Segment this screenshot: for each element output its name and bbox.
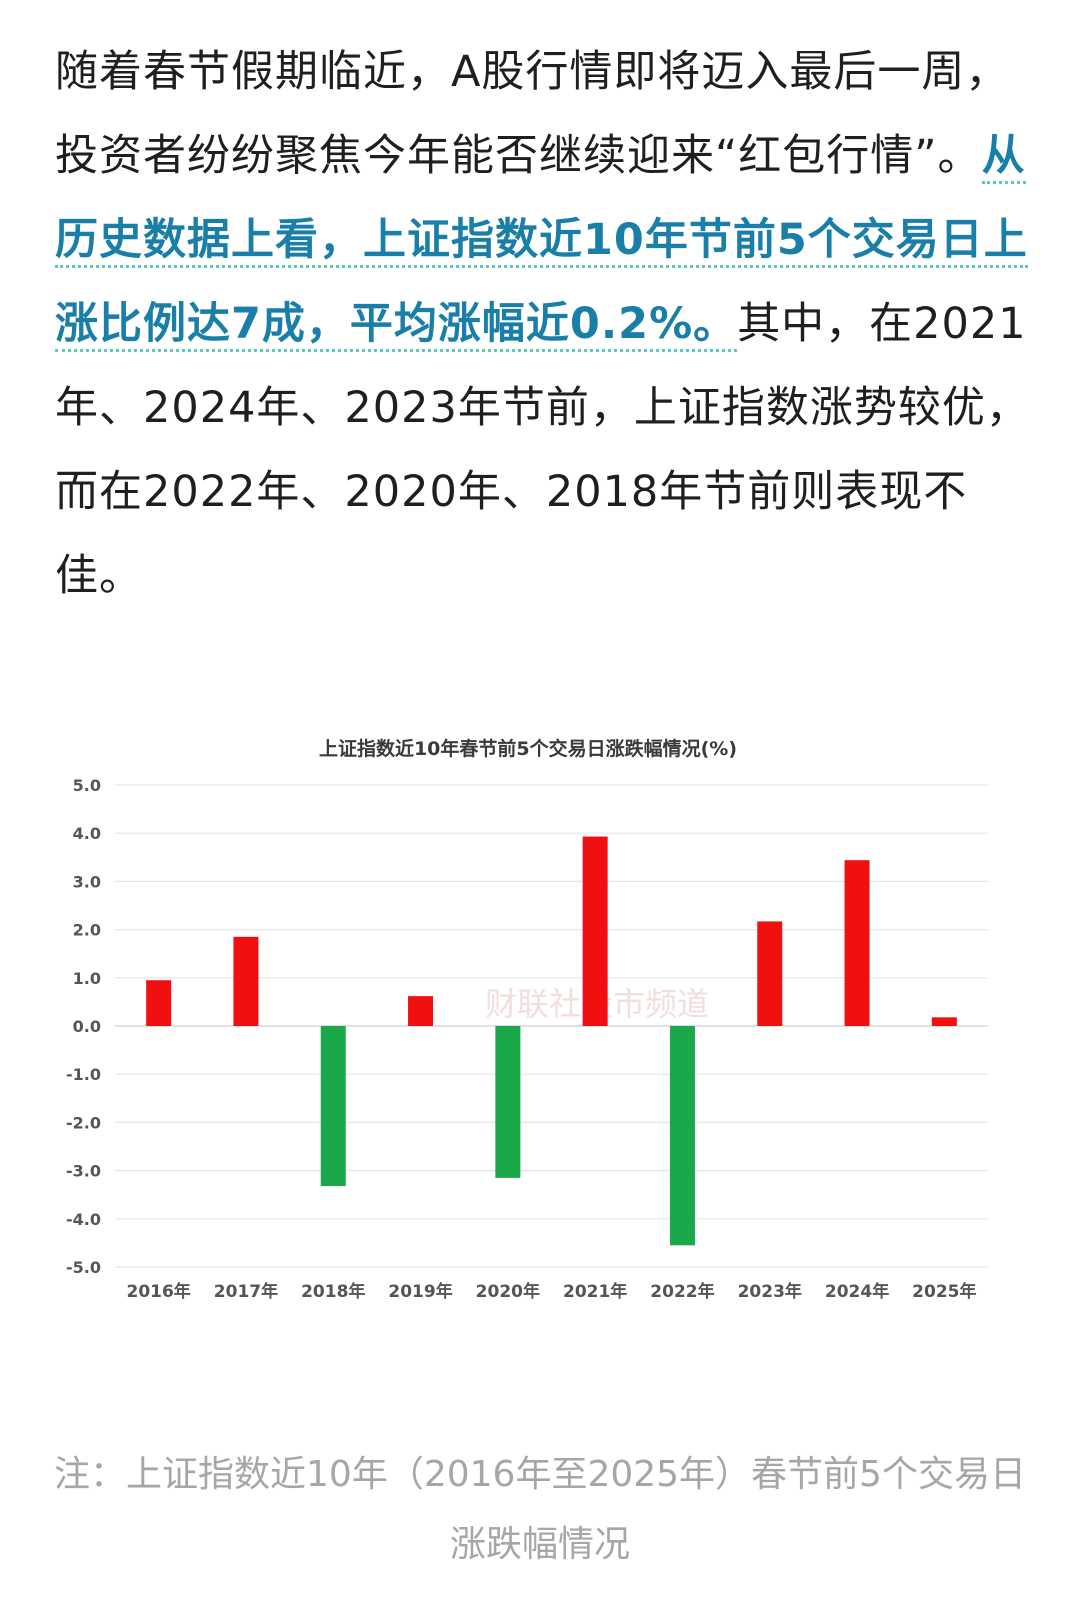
y-tick-label: 3.0	[73, 872, 101, 891]
bar-2023年	[757, 921, 783, 1026]
chart-svg: 上证指数近10年春节前5个交易日涨跌幅情况(%) 5.0 4.0 3.0 2.0 1.0…	[66, 737, 988, 1302]
x-tick-label: 2022年	[650, 1281, 714, 1302]
y-tick-label: 2.0	[73, 921, 101, 940]
article-text-intro: 随着春节假期临近，A股行情即将迈入最后一周，投资者纷纷聚焦今年能否继续迎来“红包…	[55, 47, 1010, 181]
y-tick-label: 5.0	[73, 776, 101, 795]
figure-caption: 注：上证指数近10年（2016年至2025年）春节前5个交易日涨跌幅情况	[54, 1454, 1026, 1565]
bar-2022年	[669, 1026, 695, 1246]
article-text-detail: 其中，在2021年、2024年、2023年节前，上证指数涨势较优，而在2022年…	[55, 299, 1030, 601]
bar-2024年	[844, 860, 870, 1026]
y-tick-label: 0.0	[73, 1017, 101, 1036]
chart-bars	[146, 836, 957, 1246]
chart-x-axis: 2016年 2017年 2018年 2019年 2020年 2021年 2022年 2023年…	[126, 1281, 976, 1302]
x-tick-label: 2019年	[388, 1281, 452, 1302]
x-tick-label: 2023年	[738, 1281, 802, 1302]
bar-2019年	[408, 996, 434, 1026]
bar-chart: 上证指数近10年春节前5个交易日涨跌幅情况(%) 5.0 4.0 3.0 2.0 1.0…	[40, 735, 1040, 1355]
y-tick-label: -4.0	[66, 1210, 101, 1229]
bar-2020年	[495, 1026, 521, 1178]
y-tick-label: -5.0	[66, 1258, 101, 1277]
x-tick-label: 2018年	[301, 1281, 365, 1302]
y-tick-label: -1.0	[66, 1065, 101, 1084]
y-tick-label: -2.0	[66, 1113, 101, 1132]
x-tick-label: 2017年	[214, 1281, 278, 1302]
bar-2025年	[931, 1017, 957, 1026]
bar-2018年	[320, 1026, 346, 1187]
y-tick-label: 1.0	[73, 969, 101, 988]
x-tick-label: 2020年	[476, 1281, 540, 1302]
x-tick-label: 2021年	[563, 1281, 627, 1302]
x-tick-label: 2016年	[126, 1281, 190, 1302]
x-tick-label: 2025年	[912, 1281, 976, 1302]
x-tick-label: 2024年	[825, 1281, 889, 1302]
chart-title: 上证指数近10年春节前5个交易日涨跌幅情况(%)	[319, 737, 737, 760]
chart-gridlines	[115, 784, 988, 1268]
article-highlight: 从历史数据上看，上证指数近10年节前5个交易日上涨比例达7成，平均涨幅近0.2%…	[55, 131, 1028, 352]
chart-y-axis: 5.0 4.0 3.0 2.0 1.0 0.0 -1.0 -2.0 -3.0 -4.0 -5.0	[66, 776, 101, 1277]
article-paragraph: 随着春节假期临近，A股行情即将迈入最后一周，投资者纷纷聚焦今年能否继续迎来“红包…	[55, 30, 1030, 618]
y-tick-label: -3.0	[66, 1162, 101, 1181]
bar-2017年	[233, 936, 259, 1026]
bar-2016年	[146, 980, 172, 1026]
bar-2021年	[582, 836, 608, 1026]
y-tick-label: 4.0	[73, 824, 101, 843]
